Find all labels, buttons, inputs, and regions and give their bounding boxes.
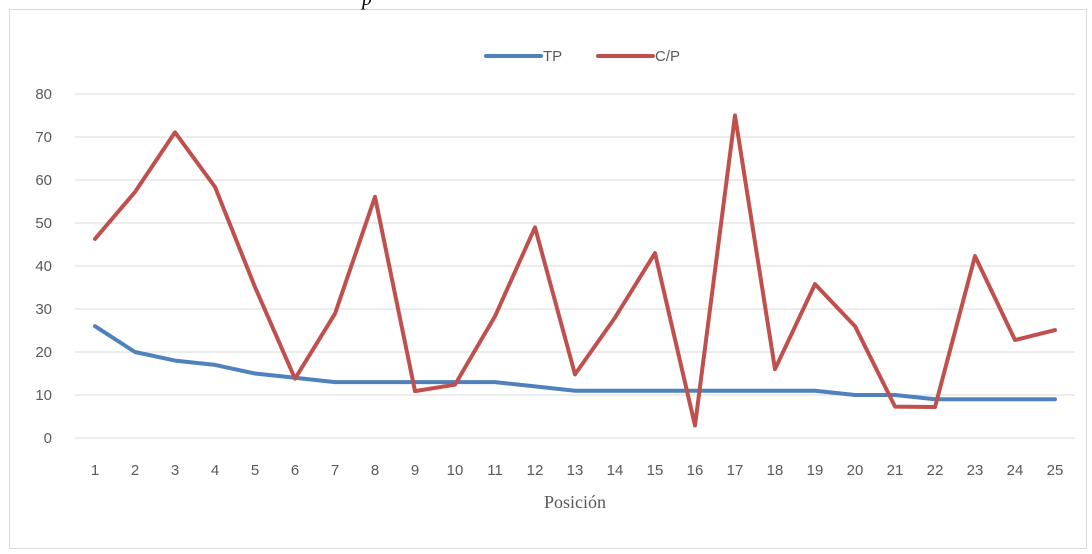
x-tick-label: 25 (1047, 462, 1064, 479)
x-tick-label: 24 (1007, 462, 1024, 479)
x-tick-label: 21 (887, 462, 904, 479)
x-axis-ticks: 1 2 3 4 5 6 7 8 9 10 11 12 13 14 15 16 17 18 19 20 21 22 23 24 2… (91, 462, 1064, 479)
x-tick-label: 16 (687, 462, 704, 479)
x-tick-label: 11 (487, 462, 503, 479)
series-line-tp (93, 324, 1057, 402)
x-axis-title: Posición (544, 492, 606, 512)
x-tick-label: 19 (807, 462, 824, 479)
x-tick-label: 10 (447, 462, 464, 479)
x-tick-label: 15 (647, 462, 664, 479)
series-line-c-p (93, 113, 1057, 428)
x-tick-label: 13 (567, 462, 584, 479)
x-tick-label: 1 (91, 462, 99, 479)
x-tick-label: 22 (927, 462, 944, 479)
legend-label: TP (543, 48, 562, 65)
x-tick-label: 18 (767, 462, 784, 479)
y-tick-label: 20 (35, 344, 52, 361)
gridlines (75, 93, 1075, 439)
y-tick-label: 70 (35, 129, 52, 146)
x-tick-label: 8 (371, 462, 379, 479)
x-tick-label: 7 (331, 462, 339, 479)
x-tick-label: 3 (171, 462, 179, 479)
legend: TP C/P (484, 48, 680, 65)
x-tick-label: 14 (607, 462, 624, 479)
y-tick-label: 50 (35, 215, 52, 232)
x-tick-label: 4 (211, 462, 219, 479)
x-tick-label: 9 (411, 462, 419, 479)
title-fragment: p (362, 0, 372, 11)
x-tick-label: 5 (251, 462, 259, 479)
y-tick-label: 80 (35, 86, 52, 103)
y-tick-label: 10 (35, 387, 52, 404)
y-tick-label: 0 (44, 430, 52, 447)
x-tick-label: 20 (847, 462, 864, 479)
x-tick-label: 23 (967, 462, 984, 479)
series-lines (93, 113, 1057, 428)
y-tick-label: 40 (35, 258, 52, 275)
y-tick-label: 30 (35, 301, 52, 318)
y-axis-ticks: 0 10 20 30 40 50 60 70 80 (35, 86, 52, 447)
y-tick-label: 60 (35, 172, 52, 189)
legend-label: C/P (655, 48, 680, 65)
x-tick-label: 2 (131, 462, 139, 479)
x-tick-label: 12 (527, 462, 544, 479)
x-tick-label: 17 (727, 462, 744, 479)
x-tick-label: 6 (291, 462, 299, 479)
